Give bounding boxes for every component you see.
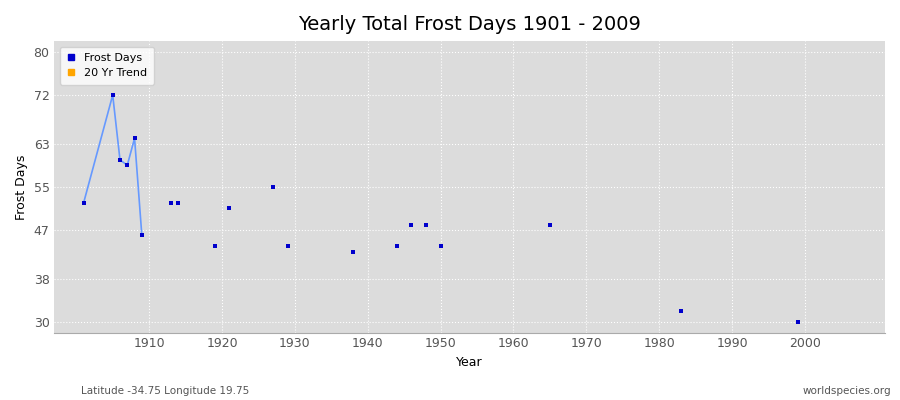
Point [674,308,688,314]
Point [171,200,185,206]
Point [164,200,178,206]
Point [105,92,120,98]
Point [76,200,91,206]
Point [112,157,127,163]
Point [266,184,280,190]
Point [135,232,149,239]
Point [222,205,237,212]
Point [128,135,142,142]
Text: worldspecies.org: worldspecies.org [803,386,891,396]
Point [418,222,433,228]
Point [281,243,295,250]
Point [208,243,222,250]
Point [390,243,404,250]
Point [120,162,134,168]
Point [543,222,557,228]
Title: Yearly Total Frost Days 1901 - 2009: Yearly Total Frost Days 1901 - 2009 [298,15,641,34]
Y-axis label: Frost Days: Frost Days [15,154,28,220]
Point [434,243,448,250]
Point [404,222,419,228]
Text: Latitude -34.75 Longitude 19.75: Latitude -34.75 Longitude 19.75 [81,386,249,396]
Point [790,318,805,325]
X-axis label: Year: Year [456,356,483,369]
Point [346,248,360,255]
Legend: Frost Days, 20 Yr Trend: Frost Days, 20 Yr Trend [60,47,154,85]
